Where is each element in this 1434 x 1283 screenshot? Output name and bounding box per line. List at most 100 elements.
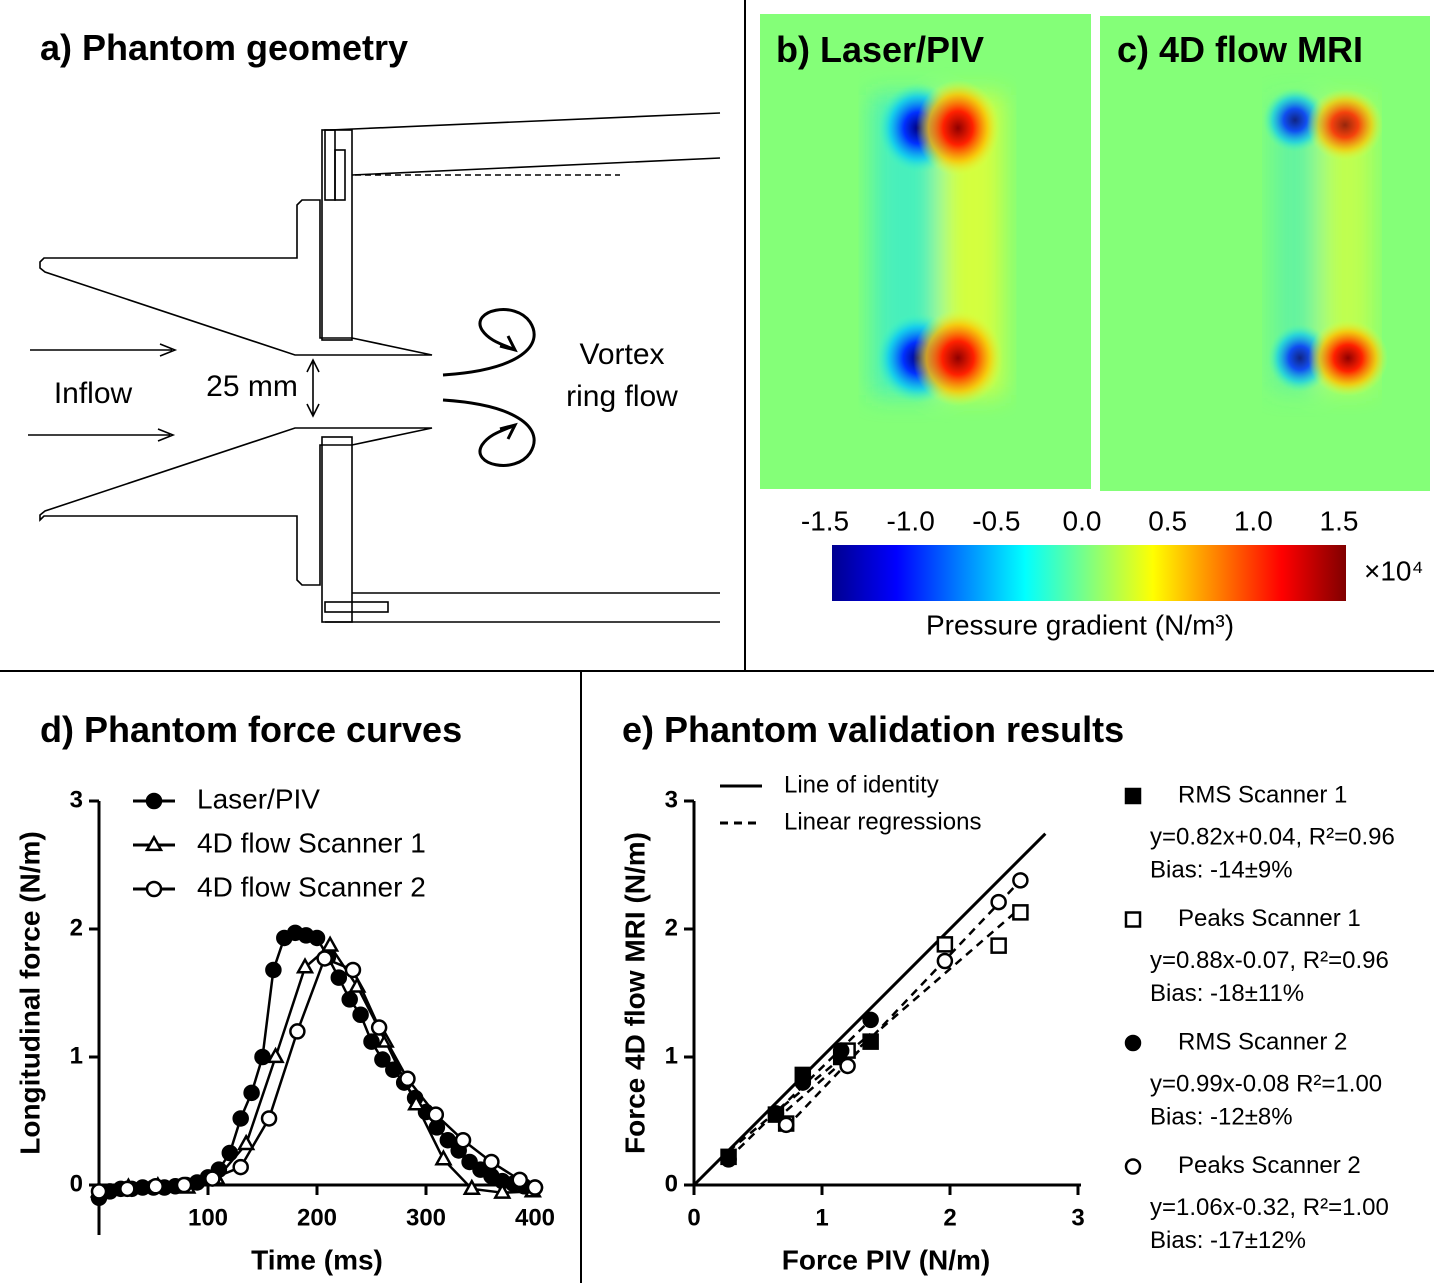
marker <box>720 1151 737 1168</box>
marker <box>936 952 954 970</box>
y-tick-label: 0 <box>665 1170 678 1197</box>
x-tick-label: 3 <box>1071 1204 1084 1231</box>
y-tick-label: 2 <box>70 914 83 941</box>
marker <box>254 1048 271 1066</box>
colorbar-tick-label: 1.0 <box>1234 505 1273 536</box>
marker <box>526 1179 544 1196</box>
legend-fit: y=0.88x-0.07, R²=0.96 <box>1150 947 1389 974</box>
legend-marker <box>144 834 164 852</box>
marker <box>265 961 282 979</box>
colorbar-tick-label: 0.0 <box>1063 505 1102 536</box>
marker <box>1012 872 1029 889</box>
phantom-diagram <box>28 112 721 623</box>
marker <box>767 1105 785 1122</box>
marker <box>260 1110 278 1127</box>
legend-label: 4D flow Scanner 1 <box>197 827 426 858</box>
x-tick-label: 100 <box>188 1204 228 1231</box>
marker <box>832 1042 850 1059</box>
marker <box>454 1131 472 1149</box>
panel-title: d) Phantom force curves <box>40 709 462 750</box>
marker <box>439 1131 457 1149</box>
marker <box>341 991 358 1008</box>
x-axis-title: Force PIV (N/m) <box>782 1244 990 1275</box>
marker <box>434 1149 453 1166</box>
legend-marker <box>145 880 163 898</box>
marker <box>330 969 348 986</box>
marker <box>295 957 315 974</box>
y-tick-label: 2 <box>665 914 678 941</box>
marker <box>316 950 333 967</box>
y-tick-label: 1 <box>70 1042 83 1069</box>
marker <box>308 929 326 947</box>
legend-bias: Bias: -12±8% <box>1150 1103 1293 1130</box>
x-tick-label: 200 <box>297 1204 337 1231</box>
marker <box>370 1019 388 1036</box>
x-tick-label: 1 <box>815 1204 828 1231</box>
legend-bias: Bias: -14±9% <box>1150 856 1293 883</box>
marker <box>862 1033 879 1050</box>
legend-fit: y=1.06x-0.32, R²=1.00 <box>1150 1194 1389 1221</box>
marker <box>363 1033 380 1050</box>
colorbar-tick-label: -0.5 <box>972 505 1020 536</box>
x-tick-label: 300 <box>406 1204 446 1231</box>
marker <box>427 1106 445 1123</box>
marker <box>483 1153 500 1171</box>
marker <box>320 935 340 952</box>
legend-marker <box>1124 787 1142 805</box>
heatmap-mri <box>1100 16 1430 491</box>
colorbar-tick-label: -1.5 <box>801 505 849 536</box>
colorbar-tick-label: 0.5 <box>1148 505 1187 536</box>
marker <box>221 1144 239 1162</box>
x-tick-label: 0 <box>687 1204 700 1231</box>
regression-line <box>785 879 1022 1129</box>
marker <box>1012 904 1029 921</box>
marker <box>232 1110 249 1127</box>
diagram-label: Vortex <box>579 338 664 371</box>
marker <box>990 893 1007 911</box>
marker <box>344 961 362 979</box>
colorbar <box>832 545 1346 601</box>
marker <box>175 1176 193 1194</box>
marker <box>794 1074 812 1091</box>
y-tick-label: 3 <box>665 786 678 813</box>
marker <box>266 1046 285 1064</box>
marker <box>374 1051 391 1068</box>
marker <box>511 1171 528 1189</box>
legend-label: Peaks Scanner 1 <box>1178 905 1361 932</box>
marker <box>462 1178 481 1195</box>
marker <box>862 1011 879 1029</box>
legend-label: RMS Scanner 2 <box>1178 1028 1347 1055</box>
y-axis-title: Longitudinal force (N/m) <box>14 831 45 1155</box>
marker <box>493 1182 512 1199</box>
marker <box>204 1170 221 1187</box>
x-tick-label: 400 <box>515 1204 555 1231</box>
legend-label: 4D flow Scanner 2 <box>197 871 426 902</box>
y-tick-label: 0 <box>70 1170 83 1197</box>
panel-title: b) Laser/PIV <box>776 29 984 70</box>
legend-label: Linear regressions <box>784 808 981 835</box>
legend-fit: y=0.82x+0.04, R²=0.96 <box>1150 823 1395 850</box>
colorbar-label: Pressure gradient (N/m³) <box>926 609 1234 640</box>
y-tick-label: 1 <box>665 1042 678 1069</box>
colorbar-multiplier: ×10⁴ <box>1364 555 1424 586</box>
marker <box>777 1116 795 1134</box>
legend-bias: Bias: -18±11% <box>1150 980 1304 1007</box>
marker <box>936 936 954 953</box>
diagram-label: 25 mm <box>206 370 298 403</box>
x-tick-label: 2 <box>943 1204 956 1231</box>
legend-label: Peaks Scanner 2 <box>1178 1152 1361 1179</box>
legend-marker <box>1124 1158 1142 1175</box>
legend-fit: y=0.99x-0.08 R²=1.00 <box>1150 1070 1382 1097</box>
panel-title: a) Phantom geometry <box>40 27 408 68</box>
colorbar-tick-label: 1.5 <box>1320 505 1359 536</box>
marker <box>147 1178 164 1195</box>
legend-bias: Bias: -17±12% <box>1150 1227 1306 1254</box>
regression-line <box>727 1032 872 1153</box>
marker <box>399 1070 416 1088</box>
marker <box>119 1180 136 1198</box>
diagram-label: ring flow <box>566 380 678 413</box>
identity-line <box>692 832 1047 1187</box>
legend-marker <box>145 792 163 810</box>
